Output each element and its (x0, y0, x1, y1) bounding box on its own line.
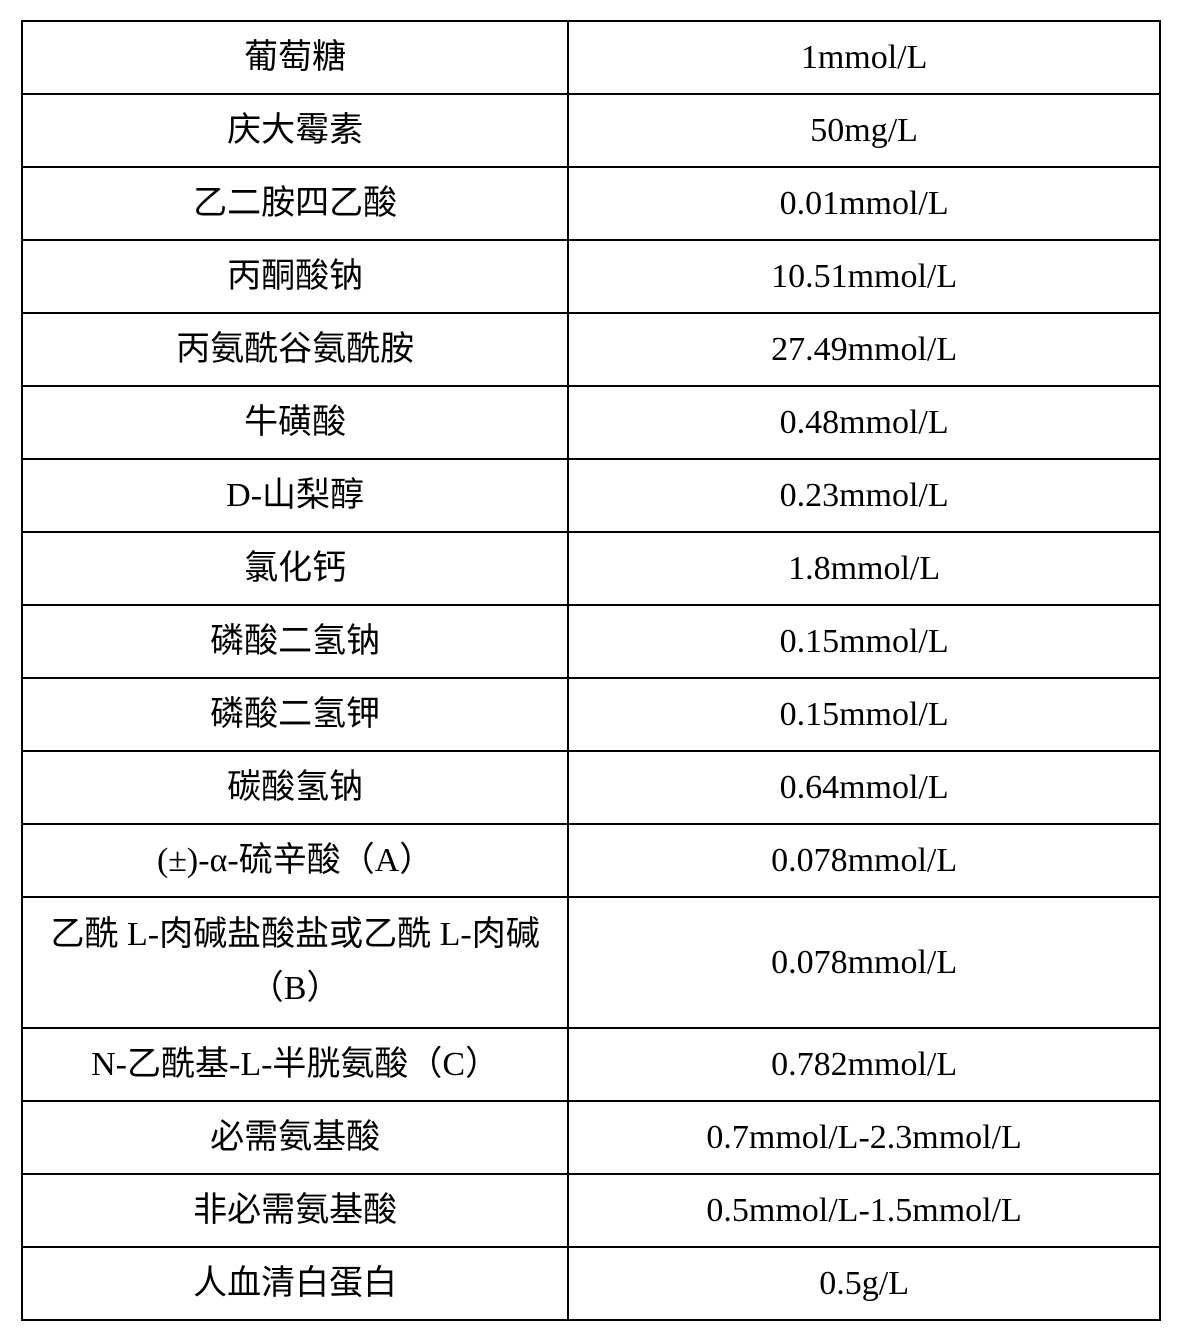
cell-value: 1mmol/L (568, 21, 1160, 94)
cell-name: D-山梨醇 (22, 459, 568, 532)
table-row: 葡萄糖 1mmol/L (22, 21, 1160, 94)
cell-name: 氯化钙 (22, 532, 568, 605)
cell-value: 0.01mmol/L (568, 167, 1160, 240)
cell-name: 人血清白蛋白 (22, 1247, 568, 1320)
table-row: 必需氨基酸 0.7mmol/L-2.3mmol/L (22, 1101, 1160, 1174)
cell-name: 庆大霉素 (22, 94, 568, 167)
cell-value: 0.078mmol/L (568, 897, 1160, 1028)
cell-name: 磷酸二氢钾 (22, 678, 568, 751)
cell-value: 0.5g/L (568, 1247, 1160, 1320)
table-row: 磷酸二氢钠 0.15mmol/L (22, 605, 1160, 678)
table-body: 葡萄糖 1mmol/L 庆大霉素 50mg/L 乙二胺四乙酸 0.01mmol/… (22, 21, 1160, 1320)
table-row: 非必需氨基酸 0.5mmol/L-1.5mmol/L (22, 1174, 1160, 1247)
cell-value: 0.078mmol/L (568, 824, 1160, 897)
table-row: N-乙酰基-L-半胱氨酸（C） 0.782mmol/L (22, 1028, 1160, 1101)
cell-name: 碳酸氢钠 (22, 751, 568, 824)
table-row: 乙酰 L-肉碱盐酸盐或乙酰 L-肉碱（B） 0.078mmol/L (22, 897, 1160, 1028)
cell-value: 0.15mmol/L (568, 678, 1160, 751)
table-row: 氯化钙 1.8mmol/L (22, 532, 1160, 605)
composition-table: 葡萄糖 1mmol/L 庆大霉素 50mg/L 乙二胺四乙酸 0.01mmol/… (21, 20, 1161, 1321)
cell-value: 0.782mmol/L (568, 1028, 1160, 1101)
cell-name: 非必需氨基酸 (22, 1174, 568, 1247)
table-row: 磷酸二氢钾 0.15mmol/L (22, 678, 1160, 751)
cell-name: N-乙酰基-L-半胱氨酸（C） (22, 1028, 568, 1101)
cell-value: 0.5mmol/L-1.5mmol/L (568, 1174, 1160, 1247)
cell-name: 乙二胺四乙酸 (22, 167, 568, 240)
cell-value: 0.64mmol/L (568, 751, 1160, 824)
table-row: 牛磺酸 0.48mmol/L (22, 386, 1160, 459)
cell-value: 0.23mmol/L (568, 459, 1160, 532)
cell-name: 乙酰 L-肉碱盐酸盐或乙酰 L-肉碱（B） (22, 897, 568, 1028)
table-row: 丙酮酸钠 10.51mmol/L (22, 240, 1160, 313)
table-row: 人血清白蛋白 0.5g/L (22, 1247, 1160, 1320)
table-row: 碳酸氢钠 0.64mmol/L (22, 751, 1160, 824)
cell-value: 50mg/L (568, 94, 1160, 167)
cell-value: 0.7mmol/L-2.3mmol/L (568, 1101, 1160, 1174)
cell-name: 丙酮酸钠 (22, 240, 568, 313)
table-row: 庆大霉素 50mg/L (22, 94, 1160, 167)
table-row: 丙氨酰谷氨酰胺 27.49mmol/L (22, 313, 1160, 386)
cell-value: 0.48mmol/L (568, 386, 1160, 459)
cell-name: 葡萄糖 (22, 21, 568, 94)
table-row: (±)-α-硫辛酸（A） 0.078mmol/L (22, 824, 1160, 897)
cell-name: 牛磺酸 (22, 386, 568, 459)
cell-name: 必需氨基酸 (22, 1101, 568, 1174)
cell-value: 0.15mmol/L (568, 605, 1160, 678)
cell-name: 磷酸二氢钠 (22, 605, 568, 678)
table-row: 乙二胺四乙酸 0.01mmol/L (22, 167, 1160, 240)
composition-table-container: 葡萄糖 1mmol/L 庆大霉素 50mg/L 乙二胺四乙酸 0.01mmol/… (21, 20, 1161, 1321)
cell-value: 10.51mmol/L (568, 240, 1160, 313)
table-row: D-山梨醇 0.23mmol/L (22, 459, 1160, 532)
cell-value: 27.49mmol/L (568, 313, 1160, 386)
cell-value: 1.8mmol/L (568, 532, 1160, 605)
cell-name: 丙氨酰谷氨酰胺 (22, 313, 568, 386)
cell-name: (±)-α-硫辛酸（A） (22, 824, 568, 897)
